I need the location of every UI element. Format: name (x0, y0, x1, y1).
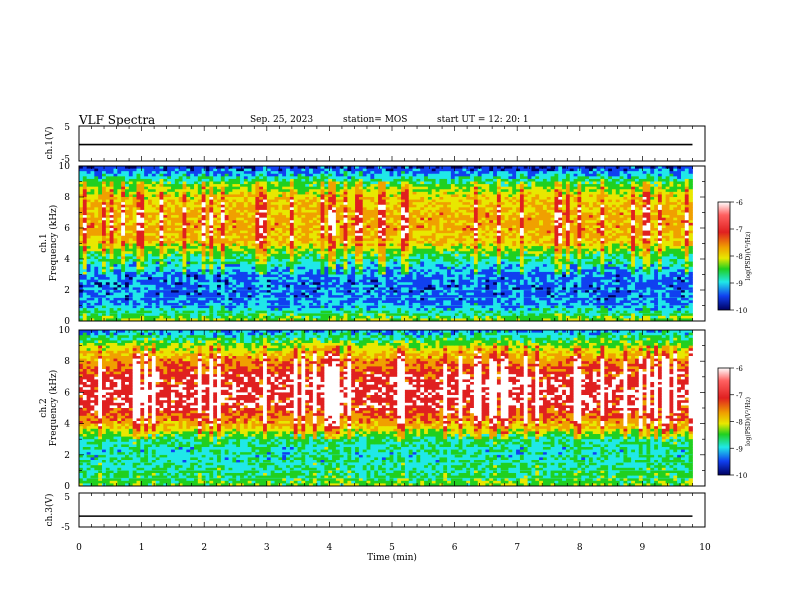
colorbar-tick-label: -8 (736, 253, 743, 261)
y-tick-label: 0 (64, 482, 70, 492)
x-tick-label: 2 (201, 543, 207, 553)
x-tick-label: 0 (76, 543, 82, 553)
colorbar-tick-label: -9 (736, 280, 743, 288)
colorbar-label: log(PSD)(V²/Hz) (745, 397, 752, 446)
ch1-waveform-frame (78, 125, 706, 162)
ch1-colorbar (717, 201, 731, 311)
colorbar-tick-label: -10 (736, 307, 747, 315)
colorbar-tick-label: -6 (736, 199, 743, 207)
ch1-frequency-label: Frequency (kHz) (48, 205, 59, 282)
y-tick-label: 5 (64, 123, 70, 133)
y-tick-label: 0 (64, 317, 70, 327)
y-tick-label: 6 (64, 224, 70, 234)
y-tick-label: -5 (61, 155, 70, 165)
colorbar-tick-label: -9 (736, 445, 743, 453)
x-tick-label: 3 (264, 543, 270, 553)
x-tick-label: 5 (389, 543, 395, 553)
x-tick-label: 9 (640, 543, 646, 553)
y-tick-label: -5 (61, 523, 70, 533)
colorbar-tick-label: -10 (736, 472, 747, 480)
x-tick-label: 8 (577, 543, 583, 553)
ch2-frequency-label: Frequency (kHz) (48, 370, 59, 447)
date-label: Sep. 25, 2023 (250, 115, 314, 125)
y-tick-label: 2 (64, 286, 70, 296)
y-tick-label: 6 (64, 388, 70, 398)
colorbar-labels: -6 -7 -8 -9 -10 log(PSD)(V²/Hz) -6 -7 -8 -9 -10 log… (730, 199, 752, 480)
ch2-colorbar (717, 367, 731, 476)
y-tick-label: 4 (64, 255, 70, 265)
y-tick-label: 4 (64, 420, 70, 430)
ch2-spectrogram (79, 330, 693, 486)
x-tick-label: 10 (699, 543, 711, 553)
y-tick-label: 10 (59, 326, 71, 336)
ch1-spectrogram (79, 166, 693, 321)
colorbar-tick-label: -6 (736, 365, 743, 373)
ch2-label: ch.2 (39, 398, 49, 417)
y-tick-label: 8 (64, 193, 70, 203)
axis-ticks (78, 126, 706, 527)
x-tick-label: 1 (139, 543, 145, 553)
colorbar-tick-label: -7 (736, 392, 743, 400)
chart-title: VLF Spectra (79, 113, 156, 127)
y-tick-label: 2 (64, 451, 70, 461)
ch3-waveform-frame (78, 492, 706, 528)
x-tick-label: 7 (514, 543, 520, 553)
x-axis-label: Time (min) (367, 552, 417, 563)
ch1-label: ch.1 (39, 233, 49, 252)
colorbar-tick-label: -7 (736, 226, 743, 234)
y-tick-label: 8 (64, 357, 70, 367)
start-time-label: start UT = 12: 20: 1 (437, 115, 529, 125)
colorbar-label: log(PSD)(V²/Hz) (745, 232, 752, 281)
colorbar-tick-label: -8 (736, 419, 743, 427)
x-tick-label: 4 (327, 543, 333, 553)
y-tick-label: 10 (59, 162, 71, 172)
y-tick-label: 5 (64, 493, 70, 503)
station-label: station= MOS (343, 115, 408, 125)
x-tick-label: 6 (452, 543, 458, 553)
ch3-waveform-ylabel: ch.3(V) (44, 494, 55, 527)
ch1-waveform-ylabel: ch.1(V) (44, 127, 55, 160)
